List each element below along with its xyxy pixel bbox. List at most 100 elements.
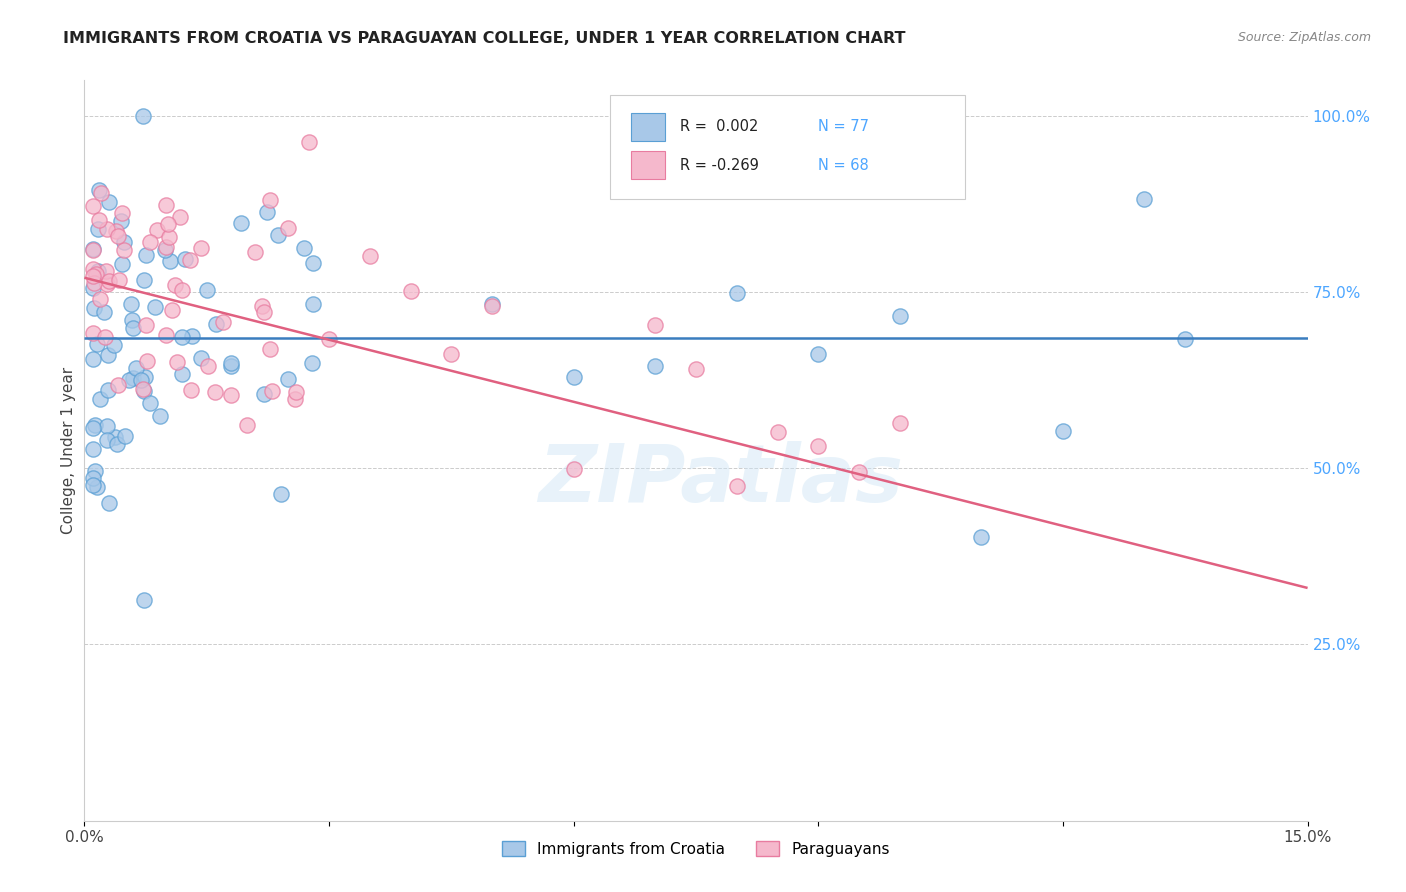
Point [1052, 424, 1074, 438]
Point [105, 436, 128, 450]
Point [84, 417, 107, 432]
Point [766, 425, 789, 439]
Point [252, 300, 274, 314]
Point [148, 409, 170, 423]
Point [122, 320, 145, 334]
Point [219, 356, 242, 370]
Point [112, 243, 135, 257]
Point [285, 384, 308, 399]
Point [84, 464, 107, 478]
Point [134, 273, 156, 287]
Point [121, 313, 143, 327]
Point [229, 216, 252, 230]
Point [644, 359, 666, 374]
Point [82, 243, 104, 257]
Point [170, 367, 193, 381]
Point [111, 206, 134, 220]
Point [253, 304, 276, 318]
Point [807, 347, 830, 361]
Point [190, 241, 212, 255]
Point [83, 276, 105, 290]
Point [970, 530, 993, 544]
Point [166, 355, 188, 369]
Point [848, 465, 870, 479]
Point [86, 479, 108, 493]
Point [481, 296, 503, 310]
Point [132, 384, 155, 398]
Point [190, 351, 212, 365]
Point [256, 205, 278, 219]
Point [725, 478, 748, 492]
Point [685, 361, 707, 376]
Point [96, 221, 118, 235]
Point [125, 361, 148, 376]
Point [155, 327, 177, 342]
Point [245, 245, 267, 260]
Point [90, 186, 112, 200]
Point [644, 318, 666, 332]
Point [139, 235, 162, 250]
Point [132, 592, 155, 607]
Text: N = 77: N = 77 [818, 120, 869, 135]
Point [103, 338, 125, 352]
Point [236, 417, 259, 432]
Point [82, 421, 104, 435]
Point [180, 384, 202, 398]
Point [155, 198, 177, 212]
Point [83, 301, 105, 316]
Point [87, 183, 110, 197]
Point [135, 248, 157, 262]
Text: N = 68: N = 68 [818, 158, 869, 173]
Point [146, 223, 169, 237]
Point [267, 227, 290, 242]
Point [298, 135, 321, 149]
Point [181, 328, 204, 343]
FancyBboxPatch shape [610, 95, 965, 199]
Point [135, 318, 157, 333]
Point [136, 354, 159, 368]
Point [96, 419, 118, 434]
Text: R =  0.002: R = 0.002 [681, 120, 758, 135]
Text: Source: ZipAtlas.com: Source: ZipAtlas.com [1237, 31, 1371, 45]
Point [107, 378, 129, 392]
Point [157, 218, 180, 232]
Point [301, 297, 323, 311]
Point [82, 262, 104, 277]
Point [104, 430, 127, 444]
Point [82, 243, 104, 257]
Point [359, 249, 381, 263]
Point [82, 442, 104, 457]
Point [86, 264, 108, 278]
Point [96, 433, 118, 447]
Point [104, 224, 127, 238]
Point [259, 342, 281, 356]
Point [155, 240, 177, 254]
Point [118, 373, 141, 387]
Point [1133, 192, 1156, 206]
Text: IMMIGRANTS FROM CROATIA VS PARAGUAYAN COLLEGE, UNDER 1 YEAR CORRELATION CHART: IMMIGRANTS FROM CROATIA VS PARAGUAYAN CO… [63, 31, 905, 46]
Point [108, 273, 131, 287]
Point [807, 438, 830, 452]
Point [889, 416, 911, 430]
Point [121, 297, 143, 311]
Point [284, 392, 307, 406]
Point [253, 387, 276, 401]
Point [219, 359, 242, 374]
Point [112, 235, 135, 249]
Point [221, 387, 243, 401]
Point [87, 212, 110, 227]
Point [97, 384, 120, 398]
Point [889, 310, 911, 324]
Point [399, 284, 422, 298]
Point [169, 210, 191, 224]
Y-axis label: College, Under 1 year: College, Under 1 year [60, 367, 76, 534]
Point [173, 252, 195, 266]
Point [143, 300, 166, 314]
Point [97, 195, 120, 210]
Point [114, 428, 136, 442]
Point [179, 253, 201, 268]
Point [162, 302, 184, 317]
Point [97, 496, 120, 510]
Point [302, 256, 325, 270]
Point [82, 199, 104, 213]
